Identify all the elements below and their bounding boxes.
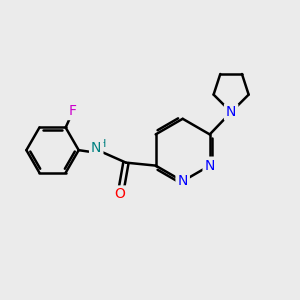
- Text: F: F: [68, 104, 76, 118]
- Text: N: N: [91, 141, 101, 155]
- Text: O: O: [115, 188, 125, 201]
- Text: H: H: [98, 139, 106, 148]
- Text: N: N: [226, 105, 236, 119]
- Text: N: N: [178, 174, 188, 188]
- Text: N: N: [205, 159, 215, 172]
